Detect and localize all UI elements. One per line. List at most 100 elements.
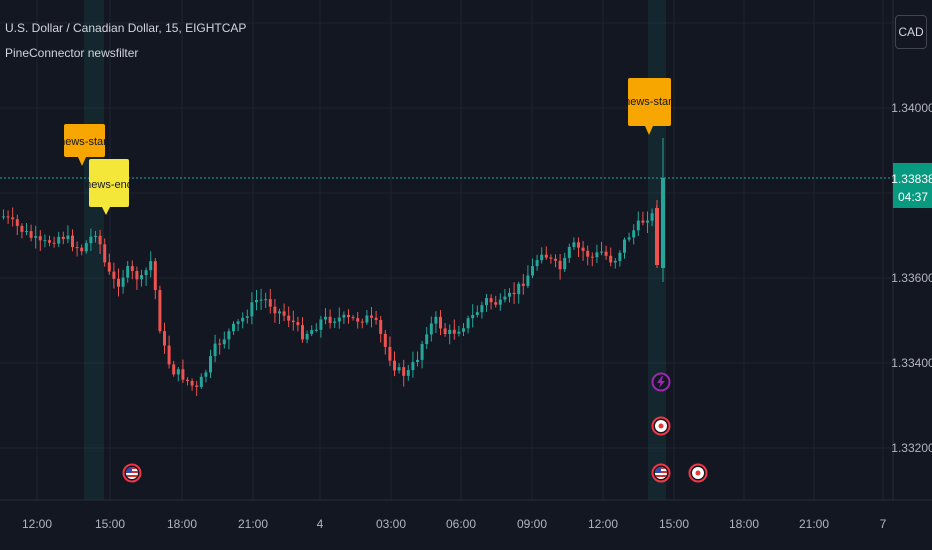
candle-body xyxy=(218,343,222,345)
candle-body xyxy=(549,257,553,259)
candle-body xyxy=(328,316,332,323)
canada-flag-icon[interactable] xyxy=(651,416,671,436)
candle-body xyxy=(71,235,74,248)
candle-body xyxy=(84,243,88,252)
time-label: 12:00 xyxy=(588,517,618,531)
current-price-label: 1.33838 04:37 xyxy=(891,163,932,208)
candle-body xyxy=(301,325,304,340)
candle-body xyxy=(57,236,61,244)
news-start-marker[interactable]: news-start xyxy=(624,78,675,135)
candle-body xyxy=(356,318,360,322)
candle-body xyxy=(540,254,544,261)
candle-body xyxy=(443,328,447,335)
candle-body xyxy=(222,339,226,345)
candle-body xyxy=(98,235,102,245)
candle-body xyxy=(567,246,571,258)
candle-body xyxy=(466,318,470,329)
time-axis[interactable]: 12:00 15:00 18:00 21:00 4 03:00 06:00 09… xyxy=(22,517,887,531)
candle-body xyxy=(190,380,194,386)
candle-body xyxy=(370,315,373,318)
candle-body xyxy=(402,367,406,376)
time-label: 15:00 xyxy=(659,517,689,531)
time-label: 21:00 xyxy=(238,517,268,531)
candle-body xyxy=(241,317,245,322)
time-label: 18:00 xyxy=(729,517,759,531)
candle-body xyxy=(632,230,636,238)
candle-body xyxy=(581,247,585,251)
candle-body xyxy=(324,316,327,320)
time-label: 06:00 xyxy=(446,517,476,531)
candle-body xyxy=(273,306,277,314)
candle-body xyxy=(232,323,235,332)
candle-body xyxy=(439,316,442,329)
indicator-title[interactable]: PineConnector newsfilter xyxy=(5,46,139,60)
candle-body xyxy=(310,330,314,334)
bar-countdown: 04:37 xyxy=(898,190,928,204)
candle-body xyxy=(531,266,534,276)
price-tick: 1.33400 xyxy=(891,356,932,370)
candle-body xyxy=(29,231,33,238)
candle-body xyxy=(383,333,387,347)
candle-body xyxy=(448,329,452,335)
candle-body xyxy=(434,316,438,324)
news-start-label: news-start xyxy=(624,96,675,108)
candle-body xyxy=(250,302,254,317)
canada-flag-icon[interactable] xyxy=(688,463,708,483)
time-label: 03:00 xyxy=(376,517,406,531)
candle-body xyxy=(558,260,562,270)
candle-body xyxy=(650,213,654,221)
price-scale[interactable]: 1.34000 1.33600 1.33400 1.33200 xyxy=(891,101,932,455)
symbol-title[interactable]: U.S. Dollar / Canadian Dollar, 15, EIGHT… xyxy=(5,21,247,35)
candle-body xyxy=(103,244,107,263)
candle-body xyxy=(135,271,139,280)
candle-body xyxy=(278,311,281,314)
candle-body xyxy=(425,334,429,345)
candle-body xyxy=(140,275,143,280)
candle-body xyxy=(360,321,364,323)
candle-body xyxy=(227,331,231,340)
time-label: 4 xyxy=(317,517,324,531)
candle-body xyxy=(535,260,539,267)
candle-body xyxy=(236,321,240,324)
candle-body xyxy=(503,296,507,300)
candle-body xyxy=(641,220,645,223)
currency-button[interactable]: CAD xyxy=(895,15,927,49)
candle-body xyxy=(172,364,176,375)
price-tick: 1.33200 xyxy=(891,441,932,455)
candle-body xyxy=(195,385,199,387)
candle-body xyxy=(636,220,640,231)
candle-body xyxy=(181,369,185,380)
news-start-marker[interactable]: news-start xyxy=(59,124,110,166)
candle-body xyxy=(337,317,341,322)
lightning-icon[interactable] xyxy=(651,372,671,392)
news-end-label: news-end xyxy=(85,179,133,191)
candle-body xyxy=(480,305,484,313)
price-tick: 1.34000 xyxy=(891,101,932,115)
candle-body xyxy=(66,235,70,240)
candle-body xyxy=(498,299,502,305)
candle-body xyxy=(204,372,208,377)
candle-body xyxy=(563,257,567,270)
candle-body xyxy=(158,290,162,332)
time-label: 7 xyxy=(880,517,887,531)
candle-body xyxy=(259,299,263,301)
candle-body xyxy=(494,302,498,305)
price-tick: 1.33600 xyxy=(891,271,932,285)
candle-body xyxy=(333,321,337,323)
candle-body xyxy=(264,299,268,301)
news-end-marker[interactable]: news-end xyxy=(85,159,133,215)
candle-body xyxy=(61,236,65,240)
candle-body xyxy=(6,216,10,218)
candlestick-series xyxy=(2,138,665,397)
candle-body xyxy=(351,317,355,319)
candle-body xyxy=(475,312,479,316)
us-flag-icon[interactable] xyxy=(122,463,142,483)
current-price-value: 1.33838 xyxy=(891,172,932,186)
candle-body xyxy=(420,344,424,360)
candle-body xyxy=(11,217,15,220)
candle-body xyxy=(512,292,516,295)
time-label: 15:00 xyxy=(95,517,125,531)
us-flag-icon[interactable] xyxy=(651,463,671,483)
candle-body xyxy=(89,236,93,244)
